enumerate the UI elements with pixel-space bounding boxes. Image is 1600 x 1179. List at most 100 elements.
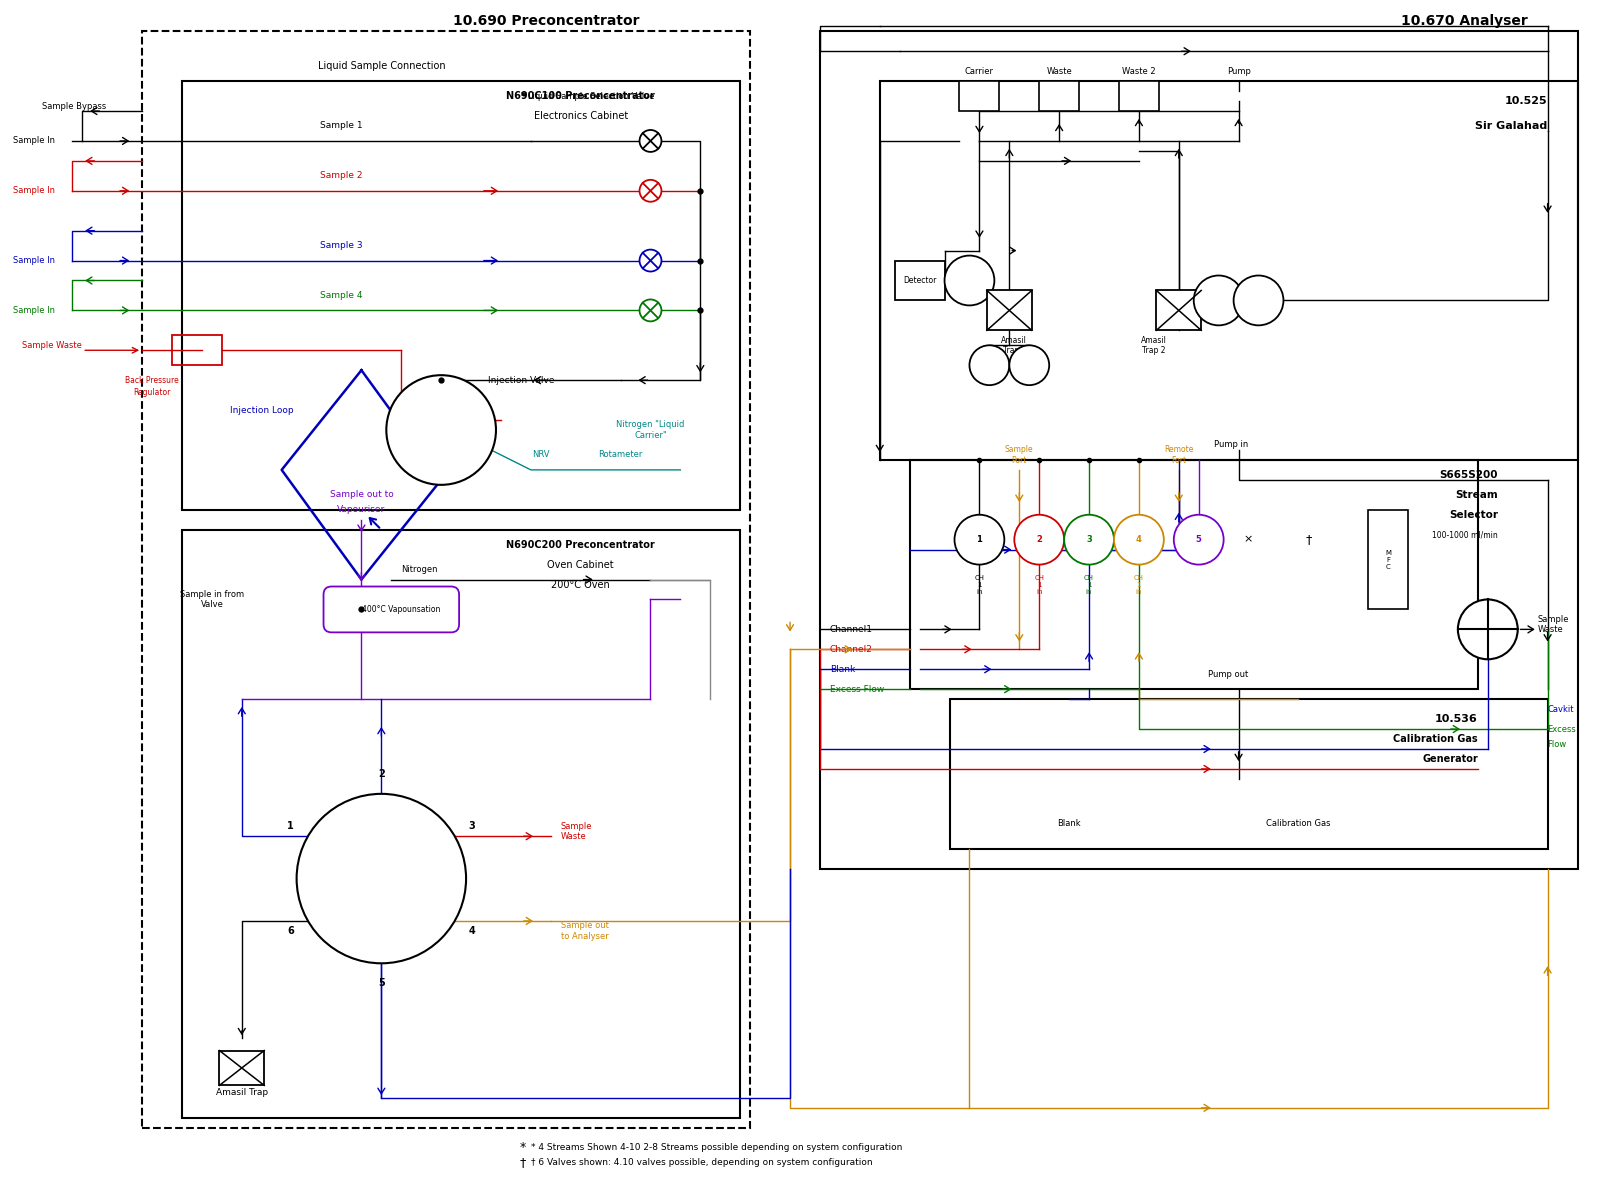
Text: Carrier: Carrier <box>965 67 994 75</box>
Text: Injection Loop: Injection Loop <box>230 406 293 415</box>
Text: Amasil Trap: Amasil Trap <box>216 1088 267 1098</box>
Text: 1: 1 <box>288 822 294 831</box>
Text: 10.536: 10.536 <box>1435 714 1478 724</box>
Circle shape <box>1458 599 1518 659</box>
Text: Pump: Pump <box>1227 67 1251 75</box>
Text: Channel2: Channel2 <box>830 645 872 654</box>
Text: 10.670 Analyser: 10.670 Analyser <box>1402 14 1528 28</box>
Text: Generator: Generator <box>1422 753 1478 764</box>
Text: Pump in: Pump in <box>1214 441 1248 449</box>
Bar <box>182 81 741 509</box>
Circle shape <box>944 256 994 305</box>
Text: Oven Cabinet: Oven Cabinet <box>547 560 614 569</box>
Text: Sample In: Sample In <box>13 186 54 196</box>
Text: 400°C Vapounsation: 400°C Vapounsation <box>362 605 440 614</box>
Text: Sample Bypass: Sample Bypass <box>43 101 107 111</box>
Bar <box>819 32 1578 869</box>
Bar <box>987 290 1032 330</box>
Text: *: * <box>520 1141 526 1154</box>
Text: Blank: Blank <box>1058 819 1082 829</box>
Text: Sample in from
Valve: Sample in from Valve <box>179 590 243 610</box>
Text: Sample
Port: Sample Port <box>1005 446 1034 465</box>
Text: Sample Waste: Sample Waste <box>22 341 82 350</box>
Text: Back Pressure: Back Pressure <box>125 376 179 384</box>
Circle shape <box>1114 515 1163 565</box>
Text: Sample In: Sample In <box>13 305 54 315</box>
Text: *: * <box>522 90 526 103</box>
Text: Sample 2: Sample 2 <box>320 171 363 180</box>
Text: Cavkit: Cavkit <box>1547 705 1574 713</box>
Text: * Liquid Sample Selection Valve: * Liquid Sample Selection Valve <box>522 92 654 100</box>
Text: 10.525: 10.525 <box>1506 95 1547 106</box>
Text: Sample In: Sample In <box>13 137 54 145</box>
Text: Sample
Waste: Sample Waste <box>560 822 592 841</box>
Text: 4: 4 <box>469 926 475 936</box>
Bar <box>219 1050 264 1086</box>
Text: N690C200 Preconcentrator: N690C200 Preconcentrator <box>506 540 654 549</box>
Circle shape <box>640 130 661 152</box>
Bar <box>1368 509 1408 610</box>
Circle shape <box>970 345 1010 386</box>
Text: Sample 3: Sample 3 <box>320 241 363 250</box>
FancyBboxPatch shape <box>323 586 459 632</box>
Text: CH
1
in: CH 1 in <box>1134 574 1144 594</box>
Text: Excess: Excess <box>1547 725 1576 733</box>
Text: Remote
Fort: Remote Fort <box>1165 446 1194 465</box>
Bar <box>182 529 741 1118</box>
Text: Nitrogen: Nitrogen <box>402 565 438 574</box>
Text: 10.690 Preconcentrator: 10.690 Preconcentrator <box>453 14 638 28</box>
Circle shape <box>1174 515 1224 565</box>
Bar <box>910 460 1478 690</box>
Bar <box>1118 81 1158 111</box>
Text: Rotameter: Rotameter <box>598 450 643 460</box>
Text: †: † <box>520 1157 526 1170</box>
Bar <box>894 261 944 301</box>
Text: 6: 6 <box>288 926 294 936</box>
Text: Sir Galahad: Sir Galahad <box>1475 121 1547 131</box>
Text: Sample out to: Sample out to <box>330 490 394 499</box>
Text: †: † <box>1306 533 1312 546</box>
Text: Nitrogen "Liquid
Carrier": Nitrogen "Liquid Carrier" <box>616 420 685 440</box>
Text: Stream: Stream <box>1454 489 1498 500</box>
Circle shape <box>296 793 466 963</box>
Text: 3: 3 <box>469 822 475 831</box>
Text: N690C100 Preconcentrator: N690C100 Preconcentrator <box>506 91 654 101</box>
Text: Blank: Blank <box>830 665 854 673</box>
Text: CH
1
in: CH 1 in <box>1034 574 1045 594</box>
Text: Calibration Gas: Calibration Gas <box>1394 735 1478 744</box>
Text: Amasil
Trap 2: Amasil Trap 2 <box>1141 336 1166 355</box>
Text: 1: 1 <box>976 535 982 545</box>
Text: Waste 2: Waste 2 <box>1122 67 1155 75</box>
Text: 3: 3 <box>1086 535 1091 545</box>
Text: Sample 4: Sample 4 <box>320 291 363 299</box>
Text: ×: × <box>1243 534 1253 545</box>
Bar <box>949 699 1547 849</box>
Text: S665S200: S665S200 <box>1440 470 1498 480</box>
Text: 5: 5 <box>378 979 384 988</box>
Circle shape <box>386 375 496 485</box>
Text: Detector: Detector <box>902 276 936 285</box>
Text: Channel1: Channel1 <box>830 625 874 634</box>
Bar <box>1157 290 1202 330</box>
Bar <box>1040 81 1078 111</box>
Circle shape <box>955 515 1005 565</box>
Text: 200°C Oven: 200°C Oven <box>552 580 610 590</box>
Text: Sample out
to Analyser: Sample out to Analyser <box>560 921 608 941</box>
Circle shape <box>640 180 661 202</box>
Text: CH
1
in: CH 1 in <box>974 574 984 594</box>
Circle shape <box>1014 515 1064 565</box>
Text: Electronics Cabinet: Electronics Cabinet <box>533 111 627 121</box>
Circle shape <box>1194 276 1243 325</box>
Bar <box>173 335 222 365</box>
Text: Selector: Selector <box>1448 509 1498 520</box>
Circle shape <box>1010 345 1050 386</box>
Text: Flow: Flow <box>1547 739 1566 749</box>
Bar <box>142 32 750 1128</box>
Text: Pump out: Pump out <box>1208 670 1248 679</box>
Circle shape <box>1234 276 1283 325</box>
Text: † 6 Valves shown: 4.10 valves possible, depending on system configuration: † 6 Valves shown: 4.10 valves possible, … <box>531 1158 872 1167</box>
Text: Vapouriser: Vapouriser <box>338 506 386 514</box>
Text: M
F
C: M F C <box>1386 549 1390 569</box>
Text: Regulator: Regulator <box>133 388 171 396</box>
Circle shape <box>640 250 661 271</box>
